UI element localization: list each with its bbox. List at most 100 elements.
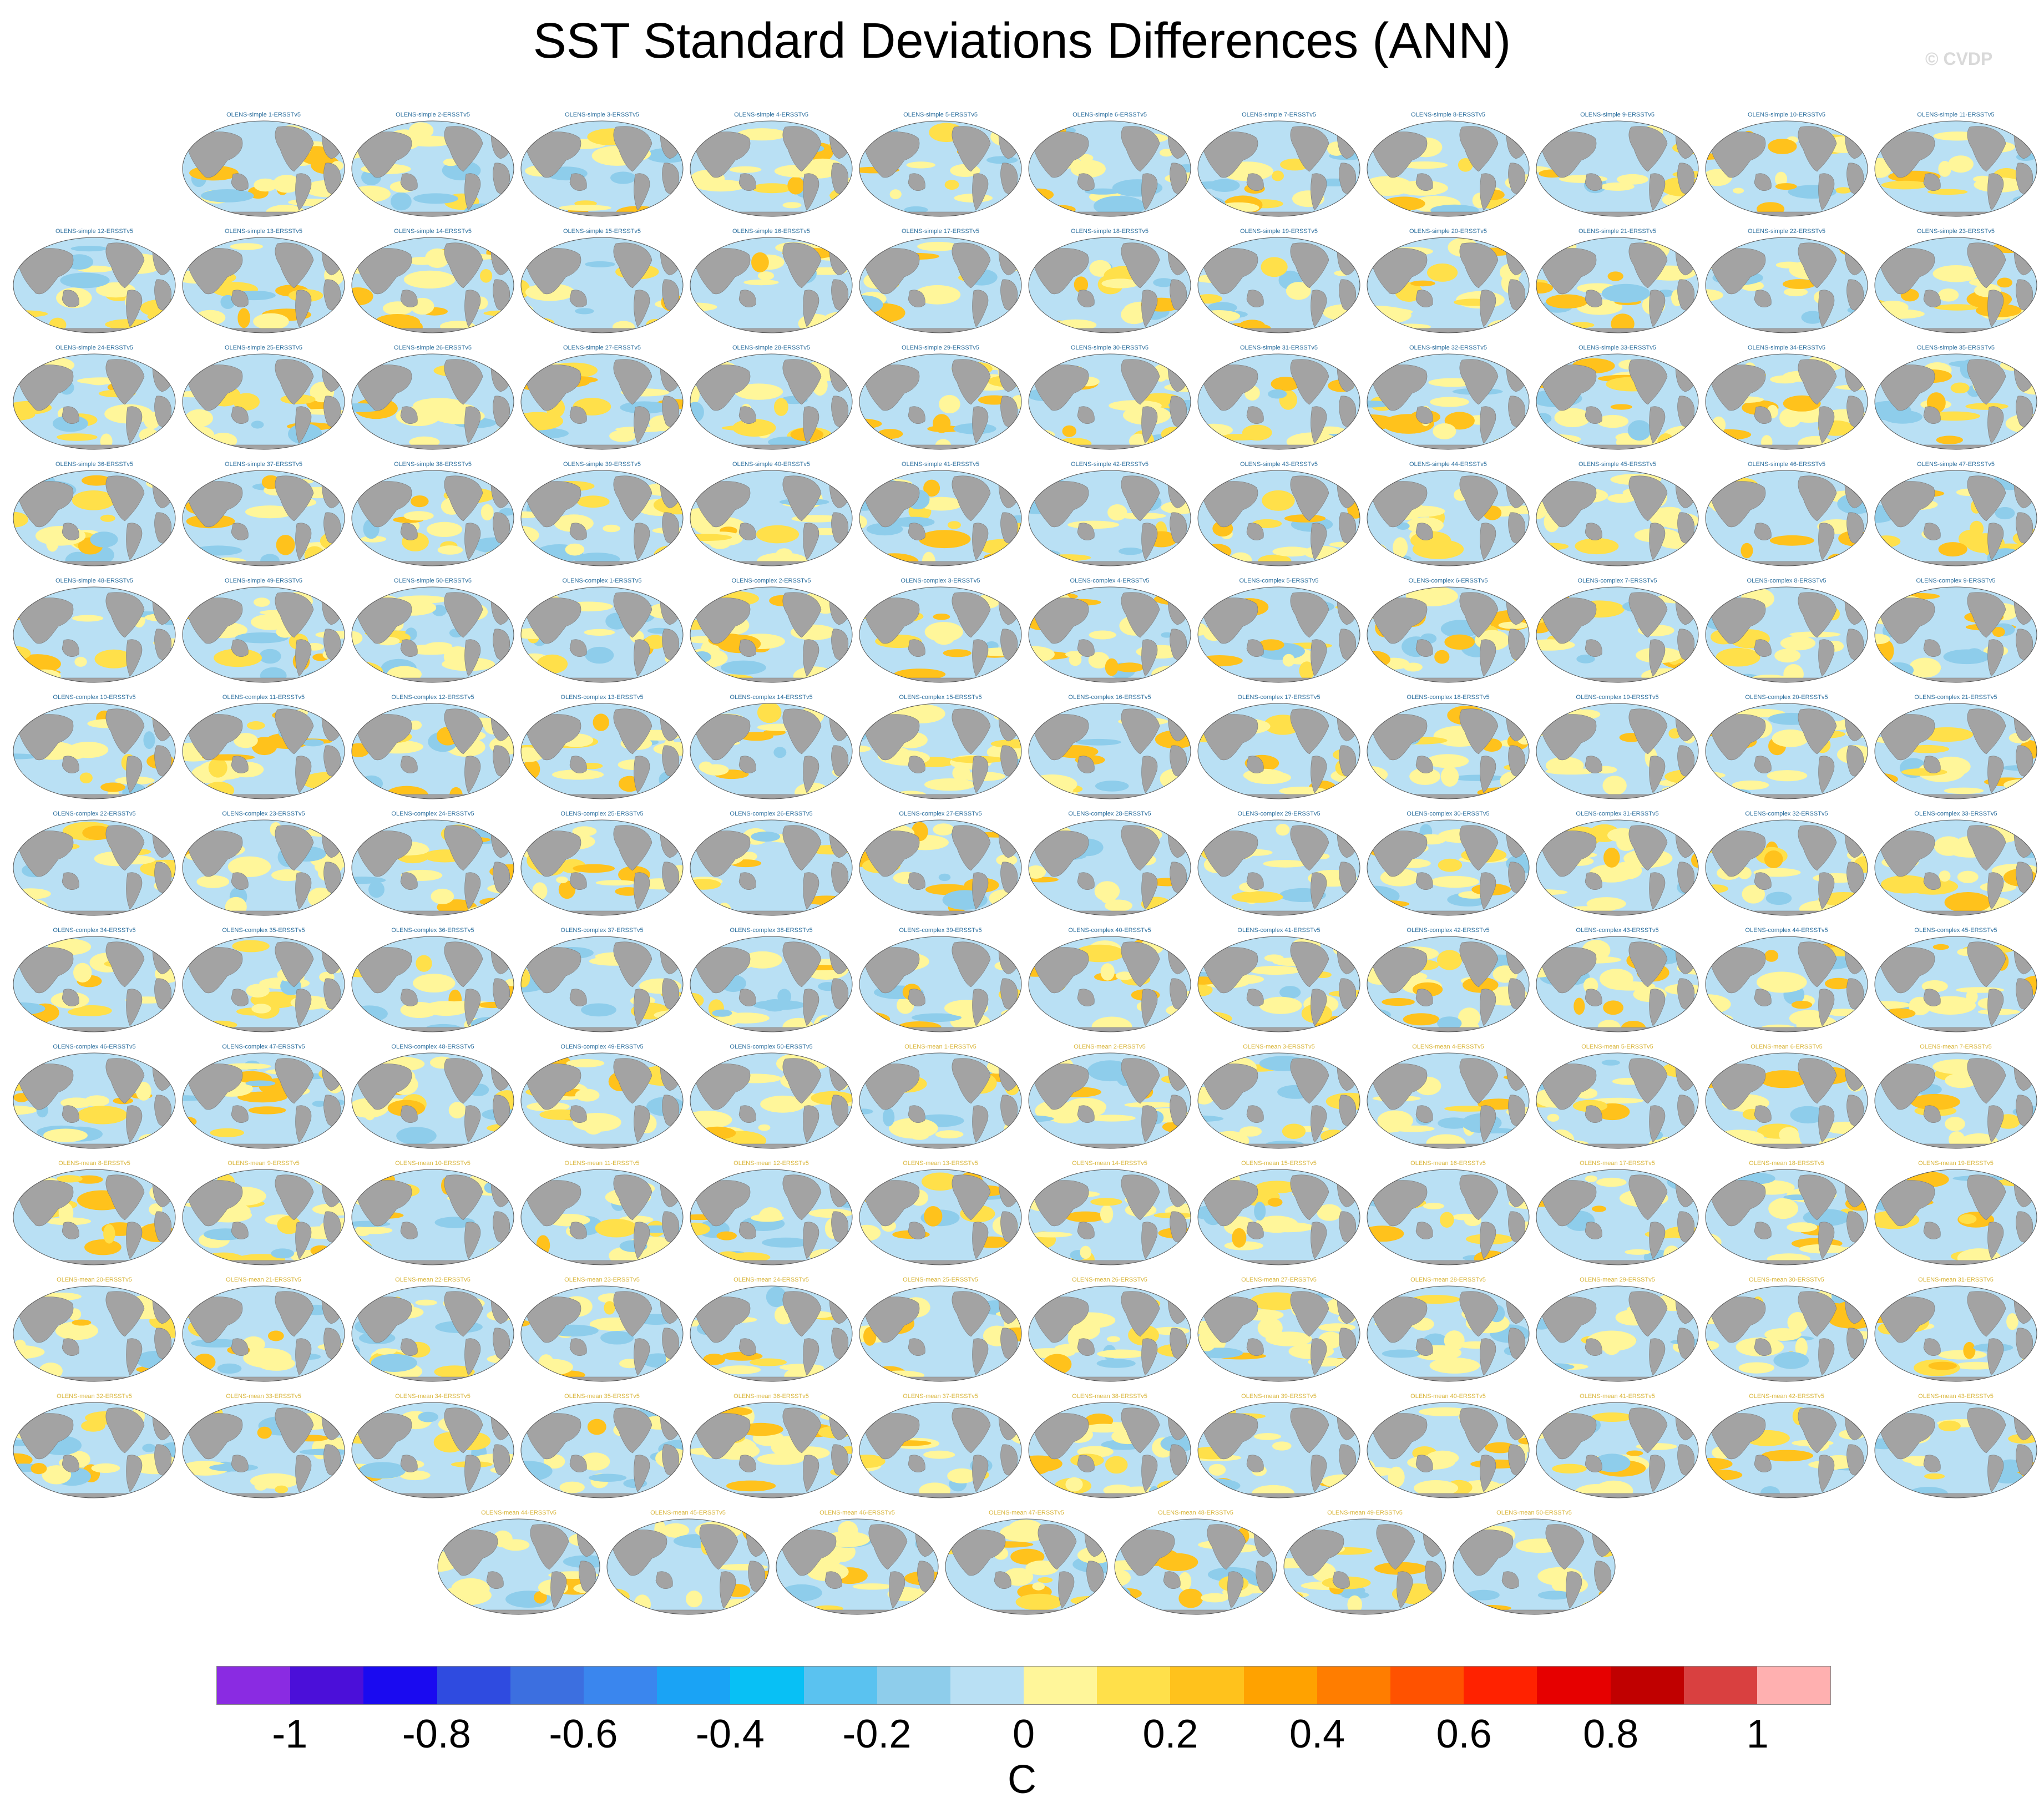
map-panel: OLENS-mean 23-ERSSTv5 [519,1276,685,1387]
panel-title: OLENS-simple 26-ERSSTv5 [394,345,472,351]
colorbar-swatch [363,1667,437,1704]
colorbar-swatch [217,1667,291,1704]
panel-title: OLENS-simple 28-ERSSTv5 [732,345,810,351]
map-panel: OLENS-simple 10-ERSSTv5 [1703,111,1870,222]
global-sst-map [13,936,176,1032]
global-sst-map [1028,586,1191,683]
global-sst-map [520,936,684,1032]
colorbar-tick-label: -1 [272,1712,308,1756]
colorbar-swatch [877,1667,950,1704]
panel-title: OLENS-complex 25-ERSSTv5 [560,811,644,817]
map-panel: OLENS-simple 45-ERSSTv5 [1534,460,1701,571]
global-sst-map [351,120,514,217]
colorbar-unit-label: C [1008,1758,1036,1802]
map-panel: OLENS-mean 18-ERSSTv5 [1703,1159,1870,1270]
map-panel: OLENS-mean 10-ERSSTv5 [350,1159,516,1270]
panel-title: OLENS-complex 10-ERSSTv5 [53,694,136,701]
panel-title: OLENS-mean 30-ERSSTv5 [1749,1277,1824,1283]
global-sst-map [1874,1169,2037,1265]
map-panel: OLENS-simple 17-ERSSTv5 [857,227,1024,338]
panel-title: OLENS-mean 17-ERSSTv5 [1580,1160,1655,1167]
panel-title: OLENS-simple 21-ERSSTv5 [1578,228,1656,235]
global-sst-map [1705,586,1868,683]
map-panel: OLENS-complex 1-ERSSTv5 [519,577,685,688]
global-sst-map [859,936,1022,1032]
panel-title: OLENS-complex 45-ERSSTv5 [1914,927,1997,934]
colorbar-tick-label: 0.6 [1436,1712,1492,1756]
global-sst-map [13,703,176,799]
global-sst-map [1705,1285,1868,1382]
map-panel: OLENS-complex 25-ERSSTv5 [519,810,685,921]
panel-title: OLENS-simple 27-ERSSTv5 [563,345,641,351]
map-panel: OLENS-simple 9-ERSSTv5 [1534,111,1701,222]
panel-title: OLENS-mean 40-ERSSTv5 [1410,1393,1486,1400]
panel-title: OLENS-mean 16-ERSSTv5 [1410,1160,1486,1167]
global-sst-map [1536,1402,1699,1498]
global-sst-map [437,1518,600,1615]
panel-title: OLENS-simple 36-ERSSTv5 [55,461,133,468]
panel-title: OLENS-complex 5-ERSSTv5 [1239,578,1319,584]
global-sst-map [1197,1285,1360,1382]
global-sst-map [182,470,345,566]
panel-title: OLENS-simple 7-ERSSTv5 [1242,112,1316,118]
colorbar-tick-label: -0.8 [402,1712,471,1756]
colorbar-swatch [950,1667,1024,1704]
map-panel: OLENS-simple 18-ERSSTv5 [1026,227,1193,338]
panel-title: OLENS-complex 24-ERSSTv5 [391,811,474,817]
map-panel: OLENS-simple 27-ERSSTv5 [519,344,685,455]
global-sst-map [1028,1285,1191,1382]
panel-title: OLENS-complex 20-ERSSTv5 [1745,694,1828,701]
panel-title: OLENS-mean 31-ERSSTv5 [1918,1277,1994,1283]
map-panel: OLENS-simple 39-ERSSTv5 [519,460,685,571]
panel-title: OLENS-mean 34-ERSSTv5 [395,1393,470,1400]
global-sst-map [351,1402,514,1498]
map-panel: OLENS-complex 50-ERSSTv5 [688,1043,854,1154]
map-panel: OLENS-simple 21-ERSSTv5 [1534,227,1701,338]
panel-title: OLENS-complex 41-ERSSTv5 [1237,927,1320,934]
global-sst-map [520,586,684,683]
global-sst-map [690,703,853,799]
panel-title: OLENS-mean 18-ERSSTv5 [1749,1160,1824,1167]
map-panel: OLENS-complex 31-ERSSTv5 [1534,810,1701,921]
map-panel: OLENS-complex 24-ERSSTv5 [350,810,516,921]
map-panel: OLENS-mean 13-ERSSTv5 [857,1159,1024,1270]
map-panel: OLENS-simple 28-ERSSTv5 [688,344,854,455]
colorbar-swatch [803,1667,877,1704]
colorbar-swatch [1243,1667,1317,1704]
panel-title: OLENS-mean 14-ERSSTv5 [1072,1160,1147,1167]
panel-title: OLENS-complex 9-ERSSTv5 [1916,578,1996,584]
map-panel: OLENS-mean 6-ERSSTv5 [1703,1043,1870,1154]
global-sst-map [182,819,345,916]
map-panel: OLENS-complex 16-ERSSTv5 [1026,693,1193,804]
global-sst-map [1367,1285,1530,1382]
map-panel: OLENS-mean 44-ERSSTv5 [436,1509,602,1620]
map-panel: OLENS-mean 9-ERSSTv5 [180,1159,347,1270]
global-sst-map [351,470,514,566]
global-sst-map [1367,1402,1530,1498]
colorbar-swatch [1024,1667,1097,1704]
global-sst-map [520,819,684,916]
map-panel: OLENS-complex 20-ERSSTv5 [1703,693,1870,804]
panel-title: OLENS-mean 44-ERSSTv5 [481,1510,556,1516]
map-panel: OLENS-simple 42-ERSSTv5 [1026,460,1193,571]
global-sst-map [1874,237,2037,333]
global-sst-map [1028,936,1191,1032]
map-panel: OLENS-simple 16-ERSSTv5 [688,227,854,338]
panel-title: OLENS-mean 9-ERSSTv5 [227,1160,300,1167]
global-sst-map [1367,1169,1530,1265]
map-panel: OLENS-simple 7-ERSSTv5 [1196,111,1362,222]
panel-title: OLENS-simple 5-ERSSTv5 [903,112,978,118]
global-sst-map [1028,470,1191,566]
map-panel: OLENS-simple 32-ERSSTv5 [1365,344,1531,455]
panel-title: OLENS-simple 17-ERSSTv5 [902,228,979,235]
global-sst-map [351,703,514,799]
global-sst-map [1874,470,2037,566]
map-panel: OLENS-mean 16-ERSSTv5 [1365,1159,1531,1270]
panel-title: OLENS-complex 4-ERSSTv5 [1070,578,1150,584]
panel-title: OLENS-simple 29-ERSSTv5 [902,345,979,351]
panel-title: OLENS-complex 21-ERSSTv5 [1914,694,1997,701]
panel-title: OLENS-complex 28-ERSSTv5 [1068,811,1151,817]
global-sst-map [351,353,514,450]
map-panel: OLENS-complex 11-ERSSTv5 [180,693,347,804]
panel-title: OLENS-simple 12-ERSSTv5 [55,228,133,235]
